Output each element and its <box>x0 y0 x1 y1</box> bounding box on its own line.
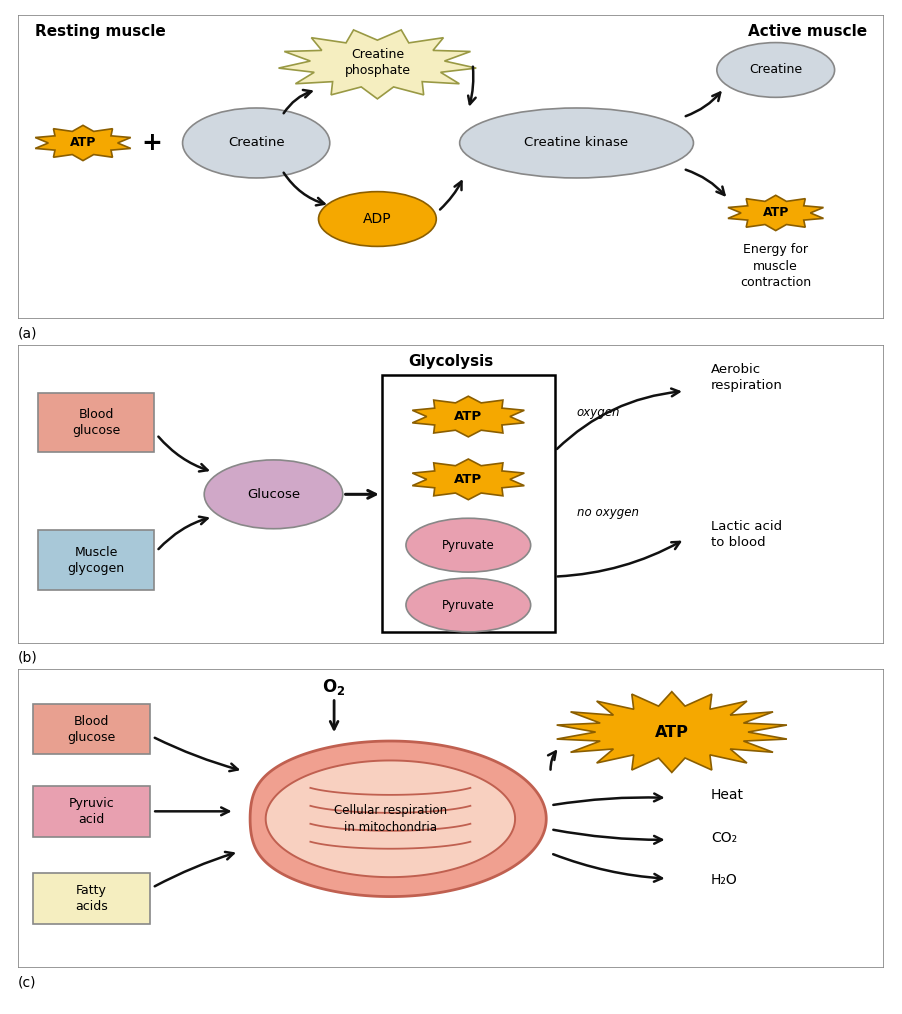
Text: Creatine kinase: Creatine kinase <box>524 137 629 149</box>
Text: Resting muscle: Resting muscle <box>35 24 166 40</box>
Text: ATP: ATP <box>762 207 789 219</box>
Bar <box>38 530 154 590</box>
Ellipse shape <box>182 107 330 177</box>
Text: (b): (b) <box>18 651 38 665</box>
Ellipse shape <box>717 43 834 97</box>
Text: $\mathbf{O_2}$: $\mathbf{O_2}$ <box>322 676 345 697</box>
Text: Glycolysis: Glycolysis <box>409 354 493 369</box>
Text: Blood
glucose: Blood glucose <box>72 408 120 437</box>
Polygon shape <box>35 126 131 160</box>
Text: ATP: ATP <box>455 473 483 486</box>
Text: Creatine
phosphate: Creatine phosphate <box>345 48 410 77</box>
Text: Cellular respiration
in mitochondria: Cellular respiration in mitochondria <box>334 804 447 834</box>
Polygon shape <box>412 459 524 500</box>
Polygon shape <box>412 396 524 437</box>
Text: Aerobic
respiration: Aerobic respiration <box>711 363 783 391</box>
Text: Creatine: Creatine <box>750 64 802 76</box>
Text: Active muscle: Active muscle <box>748 24 867 40</box>
Text: Pyruvate: Pyruvate <box>442 598 494 611</box>
Polygon shape <box>250 741 547 896</box>
Text: H₂O: H₂O <box>711 873 738 887</box>
Text: Pyruvic
acid: Pyruvic acid <box>69 797 115 825</box>
Text: Heat: Heat <box>711 788 744 802</box>
Text: oxygen: oxygen <box>576 406 620 419</box>
Text: ATP: ATP <box>455 410 483 423</box>
Text: Glucose: Glucose <box>247 488 300 501</box>
Polygon shape <box>279 30 476 98</box>
Ellipse shape <box>460 107 694 177</box>
Bar <box>38 392 154 452</box>
Text: ATP: ATP <box>655 725 689 739</box>
Ellipse shape <box>406 578 530 632</box>
Ellipse shape <box>204 460 343 528</box>
Text: (a): (a) <box>18 327 38 341</box>
Text: ATP: ATP <box>69 137 97 149</box>
Text: CO₂: CO₂ <box>711 831 737 846</box>
Bar <box>33 873 150 924</box>
Text: Lactic acid
to blood: Lactic acid to blood <box>711 520 782 549</box>
Ellipse shape <box>406 518 530 572</box>
Polygon shape <box>557 692 787 773</box>
Bar <box>33 704 150 754</box>
Polygon shape <box>266 760 515 877</box>
Bar <box>33 786 150 837</box>
Text: no oxygen: no oxygen <box>576 506 639 519</box>
Text: Blood
glucose: Blood glucose <box>68 715 115 743</box>
Text: Fatty
acids: Fatty acids <box>75 883 108 913</box>
Polygon shape <box>728 196 824 230</box>
Ellipse shape <box>318 192 437 246</box>
Text: +: + <box>142 131 162 155</box>
Text: Muscle
glycogen: Muscle glycogen <box>68 546 124 575</box>
Bar <box>382 375 555 632</box>
Text: Pyruvate: Pyruvate <box>442 538 494 552</box>
Text: Energy for
muscle
contraction: Energy for muscle contraction <box>741 243 811 289</box>
Text: (c): (c) <box>18 975 37 990</box>
Text: ADP: ADP <box>364 212 391 226</box>
Text: Creatine: Creatine <box>228 137 284 149</box>
